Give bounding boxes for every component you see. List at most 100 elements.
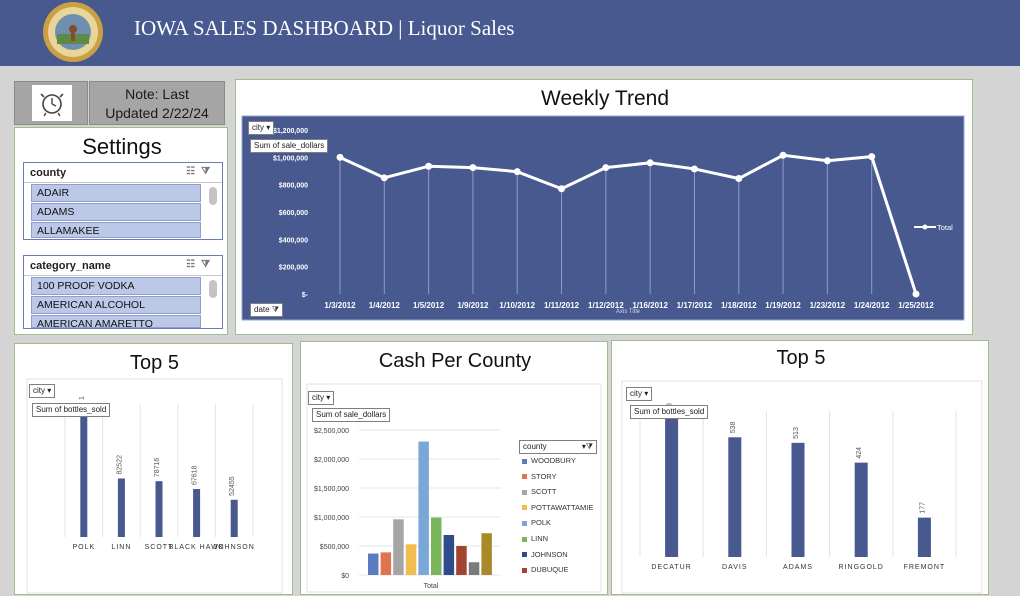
cash-county-legend-filter-button[interactable]: county ▾⧩ — [519, 440, 597, 454]
cash-legend-swatch — [522, 505, 527, 511]
dropdown-arrow-icon: ▾ — [326, 393, 331, 402]
cash-legend-label: SCOTT — [531, 487, 557, 497]
alarm-clock-icon — [40, 93, 64, 117]
filter-funnel-icon: ▾⧩ — [581, 442, 593, 451]
weekly-data-point — [469, 164, 477, 172]
bar — [230, 499, 238, 537]
settings-title: Settings — [82, 134, 162, 159]
weekly-x-tick-label: 1/23/2012 — [810, 301, 846, 310]
cash-bar — [468, 562, 480, 575]
top5-right-value-field-button[interactable]: Sum of bottles_sold — [630, 405, 709, 419]
x-tick-label: FREMONT — [904, 564, 946, 571]
top5-right-city-filter-button[interactable]: city ▾ — [626, 387, 653, 401]
cash-city-filter-label: city — [312, 393, 324, 402]
cash-legend-label: JOHNSON — [531, 549, 568, 559]
cash-legend-swatch — [522, 520, 527, 526]
weekly-y-tick-label: $800,000 — [279, 183, 308, 190]
cash-city-filter-button[interactable]: city ▾ — [308, 391, 335, 405]
bar-data-label: 67618 — [192, 465, 199, 485]
cash-legend-swatch — [522, 458, 527, 464]
cash-legend-label: LINN — [531, 534, 549, 543]
weekly-x-tick-label: 1/5/2012 — [413, 301, 445, 310]
last-updated-note: Note: Last Updated 2/22/24 — [89, 81, 225, 125]
county-slicer[interactable]: county ☷⧩ ADAIR ADAMS ALLAMAKEE — [23, 162, 223, 240]
bar-data-label: 513 — [793, 427, 800, 439]
filter-funnel-icon: ⧩ — [271, 305, 279, 314]
clear-filter-icon[interactable]: ⧩ — [201, 166, 216, 177]
weekly-legend-marker — [922, 224, 928, 230]
weekly-city-filter-button[interactable]: city ▾ — [248, 121, 275, 135]
bar-data-label: 52455 — [229, 476, 236, 496]
cash-bar — [393, 519, 404, 575]
cash-value-field-button[interactable]: Sum of sale_dollars — [312, 408, 391, 422]
top5-left-city-filter-button[interactable]: city ▾ — [29, 384, 56, 398]
cash-bar — [380, 552, 392, 575]
county-slicer-item-allamakee[interactable]: ALLAMAKEE — [31, 222, 201, 238]
weekly-data-point — [646, 159, 654, 167]
cash-legend-item: DUBUQUE — [522, 565, 569, 574]
top5-right-title: Top 5 — [776, 347, 826, 369]
weekly-x-tick-label: 1/11/2012 — [544, 301, 580, 310]
weekly-series-line-total — [339, 153, 918, 295]
weekly-y-tick-label: $200,000 — [279, 265, 308, 272]
cash-bar — [368, 553, 379, 575]
x-tick-label: LINN — [111, 544, 131, 551]
top5-left-panel: Top 5 1 POLK 82522 LINN 78716 SCOTT 67618 BLACK… — [14, 343, 293, 595]
weekly-y-tick-label: $400,000 — [279, 237, 308, 244]
category-slicer[interactable]: category_name ☷⧩ 100 PROOF VODKA AMERICA… — [23, 255, 223, 329]
weekly-x-tick-label: 1/18/2012 — [721, 301, 757, 310]
weekly-x-tick-label: 1/25/2012 — [898, 301, 934, 310]
multi-select-icon[interactable]: ☷ — [186, 166, 202, 177]
cash-county-legend-filter-label: county — [523, 442, 547, 451]
dropdown-arrow-icon: ▾ — [47, 386, 52, 395]
weekly-value-field-button[interactable]: Sum of sale_dollars — [250, 139, 329, 153]
weekly-data-point — [425, 162, 433, 170]
weekly-x-tick-label: 1/17/2012 — [677, 301, 713, 310]
category-slicer-item-100-proof-vodka[interactable]: 100 PROOF VODKA — [31, 277, 201, 295]
dashboard-title: IOWA SALES DASHBOARD | Liquor Sales — [134, 16, 515, 40]
county-slicer-scrollbar[interactable] — [209, 187, 217, 205]
cash-per-county-panel: Cash Per County $0 $500,000 $1,000,000 $1,5… — [300, 341, 608, 595]
weekly-data-point — [912, 290, 920, 298]
cash-y-tick-label: $2,000,000 — [314, 457, 349, 464]
note-line-1: Note: Last — [125, 86, 189, 102]
county-slicer-item-adams[interactable]: ADAMS — [31, 203, 201, 221]
multi-select-icon[interactable]: ☷ — [186, 259, 202, 270]
weekly-y-tick-label: $1,200,000 — [273, 128, 308, 135]
clear-filter-icon[interactable]: ⧩ — [201, 259, 216, 270]
category-slicer-item-american-alcohol[interactable]: AMERICAN ALCOHOL — [31, 296, 201, 314]
bar — [80, 404, 88, 537]
bar-data-label: 538 — [730, 421, 737, 433]
cash-legend-item: LINN — [522, 534, 548, 543]
weekly-y-tick-label: $1,000,000 — [273, 155, 308, 162]
cash-x-axis-label: Total — [424, 583, 439, 590]
refresh-button[interactable] — [14, 81, 88, 125]
cash-bar — [443, 534, 455, 575]
weekly-x-tick-label: 1/9/2012 — [457, 301, 489, 310]
bar — [791, 442, 805, 557]
cash-legend-swatch — [522, 552, 527, 558]
x-tick-label: DAVIS — [722, 564, 748, 571]
weekly-x-tick-label: 1/19/2012 — [765, 301, 801, 310]
cash-legend-item: JOHNSON — [522, 550, 568, 559]
x-tick-label: SCOTT — [145, 544, 174, 551]
cash-legend-item: POTTAWATTAMIE — [522, 503, 593, 512]
top5-left-value-field-button[interactable]: Sum of bottles_sold — [32, 403, 111, 417]
cash-y-tick-label: $1,000,000 — [314, 515, 349, 522]
category-slicer-item-american-amaretto[interactable]: AMERICAN AMARETTO — [31, 315, 201, 328]
top5-left-title: Top 5 — [130, 352, 179, 374]
cash-per-county-title: Cash Per County — [378, 350, 532, 372]
top5-right-city-filter-label: city — [630, 389, 642, 398]
x-tick-label: BLACK HAWK — [169, 544, 225, 551]
header-bar: IOWA SALES DASHBOARD | Liquor Sales — [0, 0, 1020, 66]
weekly-date-filter-button[interactable]: date ⧩ — [250, 303, 283, 317]
cash-bar — [481, 533, 492, 575]
weekly-x-axis-title: Axis Title — [616, 309, 641, 315]
bar-data-label: 424 — [856, 447, 863, 459]
weekly-plot-area — [241, 115, 965, 321]
county-slicer-item-adair[interactable]: ADAIR — [31, 184, 201, 202]
bar — [665, 411, 679, 557]
cash-legend-label: STORY — [531, 471, 557, 481]
bar-data-label: 82522 — [116, 455, 123, 475]
category-slicer-scrollbar[interactable] — [209, 280, 217, 298]
